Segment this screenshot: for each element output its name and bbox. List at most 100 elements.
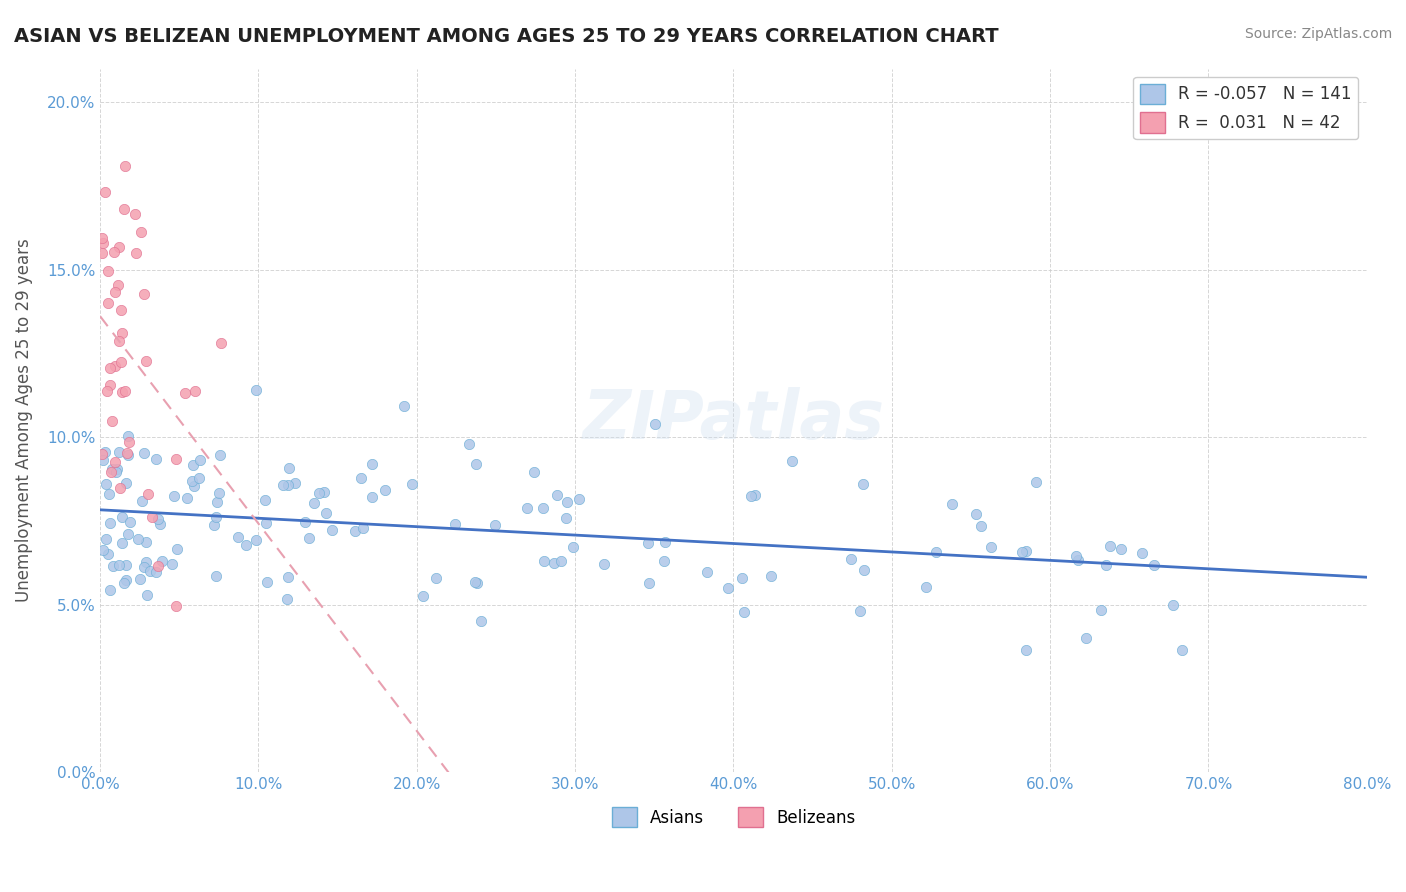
Asians [277, 477, 299, 491]
Asians [361, 490, 384, 504]
Asians [120, 516, 142, 530]
Asians [91, 453, 114, 467]
Asians [145, 452, 167, 467]
Asians [129, 572, 152, 586]
Asians [308, 486, 330, 500]
Asians [204, 509, 226, 524]
Asians [470, 614, 492, 628]
Asians [254, 516, 277, 530]
Text: ASIAN VS BELIZEAN UNEMPLOYMENT AMONG AGES 25 TO 29 YEARS CORRELATION CHART: ASIAN VS BELIZEAN UNEMPLOYMENT AMONG AGE… [14, 27, 998, 45]
Asians [1161, 598, 1184, 612]
Asians [245, 533, 267, 548]
Asians [533, 554, 555, 568]
Asians [105, 462, 128, 476]
Belizeans [129, 225, 152, 239]
Belizeans [103, 244, 125, 259]
Asians [839, 552, 862, 566]
Asians [780, 454, 803, 468]
Asians [361, 457, 384, 471]
Belizeans [91, 231, 114, 245]
Asians [941, 497, 963, 511]
Asians [543, 556, 565, 570]
Belizeans [96, 384, 118, 398]
Asians [1095, 558, 1118, 573]
Asians [294, 515, 316, 529]
Asians [146, 512, 169, 526]
Asians [1015, 544, 1038, 558]
Asians [181, 458, 204, 472]
Asians [1130, 546, 1153, 560]
Asians [425, 571, 447, 585]
Asians [759, 569, 782, 583]
Asians [188, 452, 211, 467]
Belizeans [98, 361, 121, 376]
Asians [202, 518, 225, 533]
Asians [1143, 558, 1166, 572]
Belizeans [184, 384, 207, 398]
Asians [464, 574, 486, 589]
Asians [101, 558, 124, 573]
Asians [94, 477, 117, 491]
Asians [94, 533, 117, 547]
Asians [392, 399, 415, 413]
Asians [343, 524, 366, 539]
Asians [97, 487, 120, 501]
Asians [401, 477, 423, 491]
Belizeans [165, 452, 187, 467]
Asians [554, 511, 576, 525]
Asians [183, 479, 205, 493]
Asians [1098, 539, 1121, 553]
Asians [531, 501, 554, 516]
Asians [1014, 643, 1036, 657]
Asians [970, 519, 993, 533]
Belizeans [108, 481, 131, 495]
Asians [139, 564, 162, 578]
Belizeans [103, 455, 125, 469]
Asians [136, 588, 159, 602]
Asians [465, 575, 488, 590]
Belizeans [114, 160, 136, 174]
Belizeans [135, 353, 157, 368]
Asians [546, 488, 568, 502]
Asians [101, 461, 124, 475]
Asians [166, 541, 188, 556]
Asians [97, 547, 120, 561]
Asians [284, 475, 307, 490]
Asians [117, 429, 139, 443]
Belizeans [91, 447, 114, 461]
Asians [145, 565, 167, 579]
Asians [696, 566, 718, 580]
Text: Source: ZipAtlas.com: Source: ZipAtlas.com [1244, 27, 1392, 41]
Asians [115, 558, 138, 573]
Belizeans [104, 285, 127, 300]
Asians [302, 496, 325, 510]
Asians [561, 540, 583, 554]
Asians [1011, 544, 1033, 558]
Belizeans [115, 446, 138, 460]
Belizeans [111, 384, 134, 399]
Asians [740, 489, 762, 503]
Asians [152, 554, 174, 568]
Asians [915, 580, 938, 594]
Asians [557, 494, 579, 508]
Belizeans [111, 326, 134, 340]
Asians [132, 560, 155, 574]
Asians [208, 448, 231, 462]
Belizeans [90, 245, 112, 260]
Asians [245, 383, 267, 397]
Asians [654, 535, 676, 549]
Asians [312, 484, 335, 499]
Asians [315, 506, 337, 520]
Asians [160, 557, 183, 571]
Asians [925, 544, 948, 558]
Asians [108, 558, 131, 573]
Belizeans [107, 277, 129, 292]
Asians [980, 540, 1002, 554]
Belizeans [132, 286, 155, 301]
Belizeans [98, 378, 121, 392]
Asians [204, 568, 226, 582]
Belizeans [97, 296, 120, 310]
Asians [644, 417, 666, 432]
Legend: Asians, Belizeans: Asians, Belizeans [605, 800, 862, 834]
Asians [271, 477, 294, 491]
